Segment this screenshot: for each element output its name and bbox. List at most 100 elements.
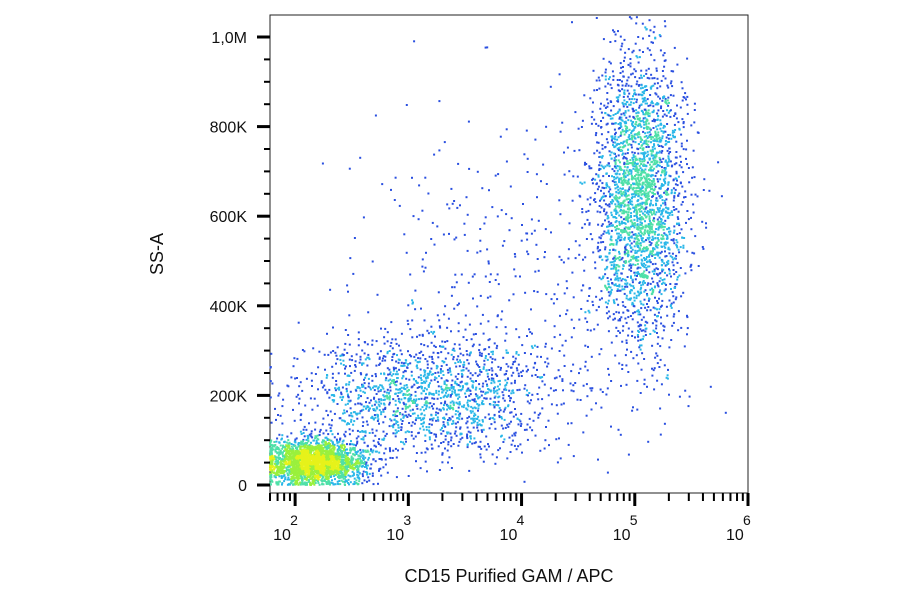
data-point bbox=[378, 438, 381, 441]
data-point bbox=[305, 483, 308, 486]
data-point bbox=[275, 465, 278, 468]
data-point bbox=[455, 365, 458, 368]
data-point bbox=[280, 468, 283, 470]
data-point bbox=[514, 431, 517, 434]
data-point bbox=[433, 397, 436, 400]
data-point bbox=[665, 114, 668, 117]
data-point bbox=[388, 350, 391, 352]
data-point bbox=[352, 473, 355, 476]
data-point bbox=[681, 87, 684, 90]
data-point bbox=[670, 339, 673, 341]
data-point bbox=[660, 293, 663, 296]
data-point bbox=[520, 422, 523, 425]
data-point bbox=[447, 423, 450, 426]
data-point bbox=[304, 476, 306, 479]
data-point bbox=[346, 410, 348, 413]
data-point bbox=[274, 472, 277, 475]
data-point bbox=[340, 475, 343, 478]
data-point bbox=[622, 212, 625, 215]
data-point bbox=[331, 457, 334, 460]
data-point bbox=[289, 458, 292, 461]
data-point bbox=[302, 438, 305, 441]
data-point bbox=[439, 326, 442, 329]
data-point bbox=[329, 410, 332, 413]
data-point bbox=[472, 380, 475, 383]
data-point bbox=[649, 128, 652, 131]
data-point bbox=[313, 472, 316, 475]
data-point bbox=[315, 446, 317, 449]
data-point bbox=[367, 456, 370, 459]
data-point bbox=[318, 483, 321, 486]
data-point bbox=[420, 377, 422, 380]
data-point bbox=[357, 474, 360, 477]
data-point bbox=[356, 386, 359, 389]
data-point bbox=[419, 357, 422, 360]
data-point bbox=[279, 463, 282, 466]
data-point bbox=[618, 179, 621, 182]
data-point bbox=[323, 353, 326, 356]
data-point bbox=[349, 467, 352, 470]
data-point bbox=[392, 414, 395, 417]
data-point bbox=[684, 92, 687, 95]
data-point bbox=[299, 483, 302, 486]
data-point bbox=[431, 361, 434, 363]
data-point bbox=[335, 455, 338, 457]
data-point bbox=[355, 460, 358, 463]
data-point bbox=[333, 436, 336, 439]
data-point bbox=[647, 104, 650, 107]
data-point bbox=[320, 380, 323, 383]
data-point bbox=[426, 366, 429, 369]
data-point bbox=[682, 171, 685, 174]
data-point bbox=[287, 476, 290, 479]
data-point bbox=[342, 461, 345, 464]
data-point bbox=[602, 175, 605, 178]
data-point bbox=[494, 386, 497, 389]
data-point bbox=[334, 467, 337, 470]
data-point bbox=[434, 376, 437, 379]
data-point bbox=[613, 302, 616, 305]
data-point bbox=[340, 362, 343, 365]
data-point bbox=[378, 422, 380, 425]
data-point bbox=[323, 468, 326, 471]
data-point bbox=[278, 448, 281, 451]
data-point bbox=[630, 85, 633, 88]
data-point bbox=[320, 462, 323, 464]
data-point bbox=[363, 462, 366, 465]
data-point bbox=[373, 403, 376, 406]
data-point bbox=[359, 448, 362, 451]
data-point bbox=[408, 430, 411, 433]
data-point bbox=[524, 384, 527, 387]
data-point bbox=[295, 437, 298, 440]
data-point bbox=[637, 225, 640, 228]
data-point bbox=[608, 203, 611, 206]
data-point bbox=[301, 453, 303, 456]
data-point bbox=[278, 456, 280, 459]
data-point bbox=[375, 445, 377, 448]
data-point bbox=[338, 470, 341, 473]
data-point bbox=[328, 466, 331, 469]
data-point bbox=[319, 474, 322, 477]
data-point bbox=[313, 397, 316, 400]
data-point bbox=[362, 455, 365, 458]
data-point bbox=[601, 182, 604, 185]
data-point bbox=[402, 394, 405, 397]
data-point bbox=[443, 381, 446, 384]
data-point bbox=[288, 465, 291, 468]
data-point bbox=[586, 395, 589, 398]
data-point bbox=[456, 402, 459, 405]
data-point bbox=[664, 246, 667, 249]
data-point bbox=[310, 432, 313, 435]
data-point bbox=[313, 478, 316, 481]
data-point bbox=[358, 480, 361, 483]
data-point bbox=[280, 472, 283, 475]
data-point bbox=[346, 468, 349, 471]
data-point bbox=[410, 434, 413, 437]
data-point bbox=[503, 438, 506, 441]
data-point bbox=[402, 441, 405, 444]
data-point bbox=[389, 450, 392, 453]
data-point bbox=[305, 467, 308, 470]
data-point bbox=[293, 452, 296, 455]
data-point bbox=[390, 419, 393, 422]
data-point bbox=[497, 380, 500, 383]
data-point bbox=[447, 419, 449, 421]
